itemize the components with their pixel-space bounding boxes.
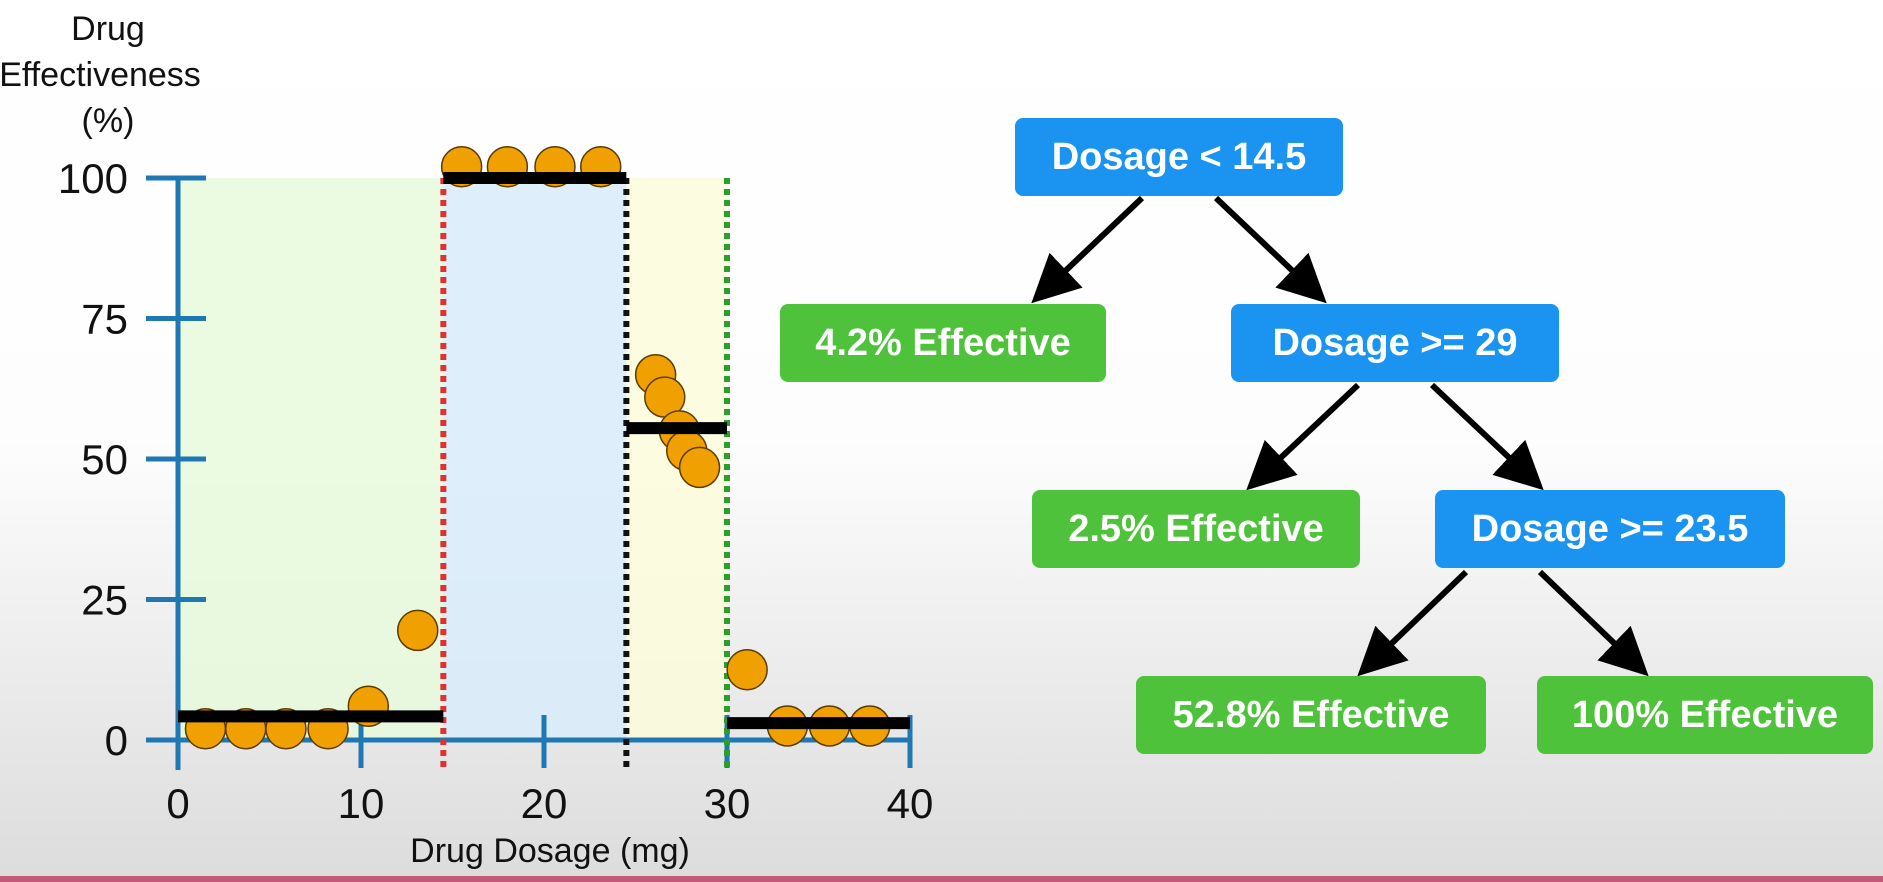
edge-node-d-to-leaf-e <box>1357 569 1469 677</box>
y-tick-label-100: 100 <box>58 155 128 202</box>
dosage-effectiveness-chart: 0 10 20 30 40 0 25 50 75 100 Drug Dosage (mg) <box>58 146 933 870</box>
edge-node-b-to-node-d <box>1429 382 1544 491</box>
tree-leaf-c-label: 2.5% Effective <box>1068 507 1324 550</box>
y-tick-label-25: 25 <box>81 577 128 624</box>
tree-leaf-e-label: 52.8% Effective <box>1172 693 1450 736</box>
region-1 <box>443 178 627 740</box>
tick-labels: 0 10 20 30 40 0 25 50 75 100 <box>58 155 933 827</box>
edge-root-to-leaf-a <box>1031 195 1145 304</box>
x-tick-label-40: 40 <box>887 780 934 827</box>
tree-node-b: Dosage >= 29 <box>1231 304 1559 382</box>
y-tick-label-50: 50 <box>81 436 128 483</box>
edge-root-to-node-b <box>1213 195 1327 304</box>
tree-node-d: Dosage >= 23.5 <box>1435 490 1785 568</box>
edge-node-b-to-leaf-c <box>1246 382 1361 491</box>
tree-node-root: Dosage < 14.5 <box>1015 118 1343 196</box>
region-0 <box>178 178 444 740</box>
x-tick-label-10: 10 <box>338 780 385 827</box>
data-point-5 <box>396 609 439 652</box>
tree-leaf-c: 2.5% Effective <box>1032 490 1360 568</box>
bottom-progress-bar <box>0 876 1883 882</box>
tree-leaf-a: 4.2% Effective <box>780 304 1106 382</box>
tree-node-b-label: Dosage >= 29 <box>1272 321 1518 364</box>
data-point-14 <box>678 446 721 489</box>
y-tick-label-75: 75 <box>81 296 128 343</box>
edge-node-d-to-leaf-f <box>1537 569 1649 677</box>
x-tick-label-20: 20 <box>521 780 568 827</box>
tree-leaf-f: 100% Effective <box>1537 676 1873 754</box>
prediction-lines <box>178 172 910 730</box>
x-tick-label-30: 30 <box>704 780 751 827</box>
x-axis-title: Drug Dosage (mg) <box>410 832 690 870</box>
tree-leaf-f-label: 100% Effective <box>1571 693 1839 736</box>
data-point-15 <box>726 649 768 691</box>
tree-leaf-a-label: 4.2% Effective <box>815 321 1071 364</box>
tree-node-root-label: Dosage < 14.5 <box>1051 135 1307 178</box>
y-axis-label-line-1: Drug <box>71 10 145 48</box>
x-tick-label-0: 0 <box>166 780 189 827</box>
tree-node-d-label: Dosage >= 23.5 <box>1471 507 1749 550</box>
y-axis-label-line-2: Effectiveness <box>0 56 201 94</box>
y-axis-label-line-3: (%) <box>81 102 135 140</box>
tree-leaf-e: 52.8% Effective <box>1136 676 1486 754</box>
y-tick-label-0: 0 <box>105 717 128 764</box>
